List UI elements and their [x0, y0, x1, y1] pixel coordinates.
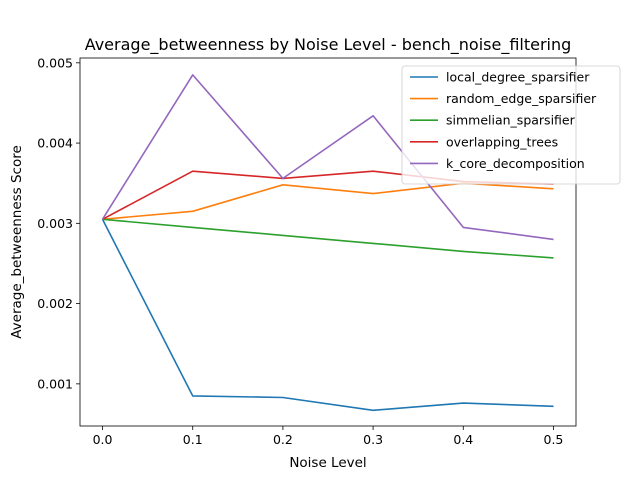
x-tick-label: 0.3: [363, 432, 383, 447]
x-axis-title: Noise Level: [289, 455, 366, 471]
x-axis: 0.0 0.1 0.2 0.3 0.4 0.5: [93, 426, 564, 447]
plot-area: [79, 57, 577, 427]
legend-label: k_core_decomposition: [446, 156, 585, 171]
y-axis: 0.001 0.002 0.003 0.004 0.005: [37, 55, 80, 391]
y-tick-label: 0.003: [37, 216, 73, 231]
legend: local_degree_sparsifier random_edge_spars…: [401, 65, 621, 185]
legend-label: overlapping_trees: [446, 134, 558, 149]
y-tick-label: 0.005: [37, 55, 73, 70]
plot-frame: [79, 57, 577, 427]
legend-label: local_degree_sparsifier: [446, 70, 590, 85]
series-line-random-edge-sparsifier: [102, 182, 554, 221]
legend-label: simmelian_sparsifier: [446, 113, 576, 128]
y-tick-label: 0.004: [37, 136, 73, 151]
legend-label: random_edge_sparsifier: [446, 91, 597, 106]
y-tick-label: 0.002: [37, 296, 73, 311]
x-tick-label: 0.2: [273, 432, 293, 447]
legend-box: [401, 65, 621, 185]
y-axis-title: Average_betweenness Score: [9, 145, 25, 339]
series-line-local-degree-sparsifier: [101, 218, 554, 412]
series-line-simmelian-sparsifier: [102, 218, 554, 259]
x-tick-label: 0.4: [453, 432, 473, 447]
x-tick-label: 0.5: [544, 432, 564, 447]
chart-title: Average_betweenness by Noise Level - ben…: [85, 35, 572, 55]
x-tick-label: 0.1: [183, 432, 203, 447]
series-line-k-core-decomposition: [101, 74, 554, 241]
x-tick-label: 0.0: [93, 432, 113, 447]
y-tick-label: 0.001: [37, 376, 73, 391]
